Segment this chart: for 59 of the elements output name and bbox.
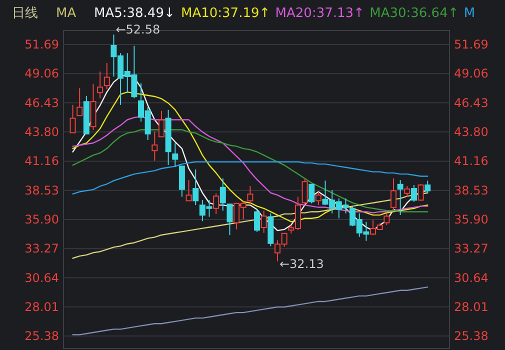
line-series [72,286,428,336]
candlestick [158,110,164,138]
candlestick [247,186,254,206]
candlestick [226,204,233,236]
y2-tick-label: 30.64 [454,270,488,285]
candlestick [178,166,185,198]
text: MA5:38.49↓ [94,6,175,21]
candlestick [302,178,308,205]
candlestick [260,210,267,234]
candlestick [70,104,76,134]
line-series [72,161,428,195]
y-tick-label: 33.27 [24,242,59,256]
candlestick [404,186,410,198]
candlestick [186,180,192,202]
candlestick [397,180,404,216]
y2-tick-label: 28.01 [454,300,488,314]
candlestick [390,178,397,211]
y2-tick-label: 49.06 [454,66,488,81]
y2-tick-label: 46.43 [454,96,488,110]
candlestick [192,168,199,206]
candlestick [410,184,417,202]
text: MA [56,6,76,21]
candlestick [104,62,110,90]
y2-tick-label: 25.38 [454,329,488,344]
y-tick-label: 49.06 [24,66,59,81]
y-tick-label: 41.16 [24,154,59,168]
text: MA20:37.13↑ [275,6,364,21]
candlestick [152,131,158,162]
y2-tick-label: 43.80 [454,124,488,139]
candlestick [220,178,226,212]
y-tick-label: 38.53 [24,183,59,198]
text: 日线 [12,6,38,21]
y2-tick-label: 38.53 [454,183,488,198]
text: M [464,6,476,21]
y-tick-label: 46.43 [24,96,59,110]
candlestick [76,88,83,116]
candlestick [254,208,260,232]
candlestick [172,142,178,168]
y-tick-label: 43.80 [24,124,59,139]
y-tick-label: 28.01 [24,300,59,314]
y2-tick-label: 33.27 [454,242,488,256]
y-tick-label: 35.90 [24,212,59,226]
y2-tick-label: 41.16 [454,154,488,168]
candlestick [418,184,424,202]
text: MA30:36.64↑ [370,6,459,21]
y2-tick-label: 35.90 [454,212,488,226]
y2-tick-label: 51.69 [454,38,488,52]
candlestick [424,180,431,194]
annotation: ←32.13 [279,257,324,272]
y-tick-label: 25.38 [24,329,59,344]
candlestick [384,212,390,226]
candlestick [308,184,315,204]
candlestick [97,71,104,99]
candlestick [315,191,322,206]
y-tick-label: 51.69 [24,38,59,52]
text: MA10:37.19↑ [181,6,270,21]
annotation: ←52.58 [116,22,160,37]
y-tick-label: 30.64 [24,270,59,285]
candlestick [213,192,220,215]
